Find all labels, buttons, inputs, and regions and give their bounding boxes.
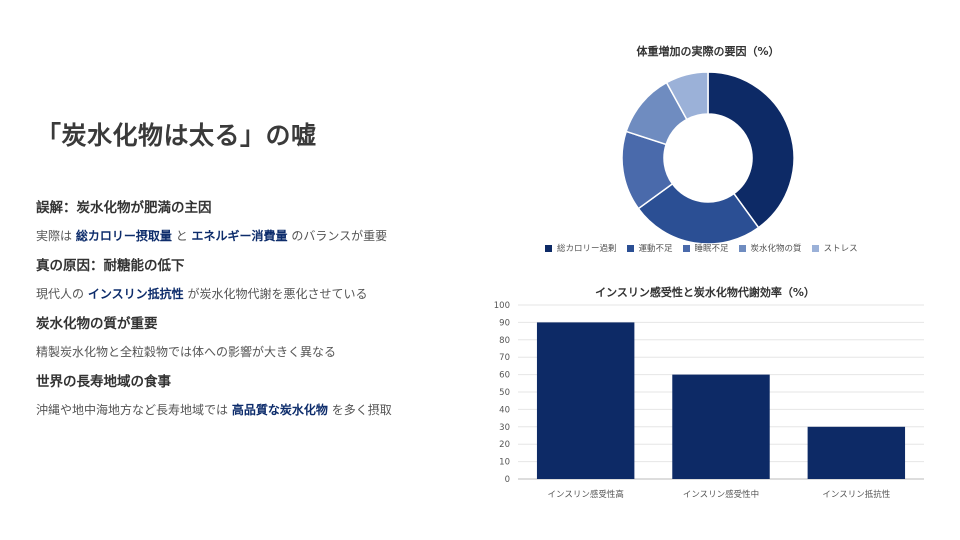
y-tick-label: 50 xyxy=(499,388,510,398)
legend-swatch xyxy=(811,244,819,252)
desc-highlight: 総カロリー摂取量 xyxy=(75,229,172,243)
y-tick-label: 10 xyxy=(499,458,510,468)
y-tick-label: 40 xyxy=(499,405,510,415)
desc-text: 実際は xyxy=(36,229,73,243)
slide-title: 「炭水化物は太る」の嘘 xyxy=(36,121,317,150)
legend-label: 炭水化物の質 xyxy=(750,244,802,254)
desc-text: 精製炭水化物と全粒穀物では体への影響が大きく異なる xyxy=(36,345,337,359)
legend-item: 炭水化物の質 xyxy=(738,242,802,254)
legend-swatch xyxy=(545,244,552,252)
legend-item: 総カロリー過剰 xyxy=(545,242,617,254)
desc-highlight: インスリン抵抗性 xyxy=(87,287,184,301)
y-tick-label: 30 xyxy=(499,423,510,433)
section-heading: 真の原因：耐糖能の低下 xyxy=(36,258,185,274)
bar xyxy=(672,374,770,479)
desc-text: を多く摂取 xyxy=(331,403,392,417)
desc-text: が炭水化物代謝を悪化させている xyxy=(187,287,368,301)
legend-label: 運動不足 xyxy=(638,244,673,254)
y-tick-label: 20 xyxy=(499,440,510,450)
y-tick-label: 90 xyxy=(499,318,510,328)
donut-chart-title: 体重増加の実際の要因（%） xyxy=(636,45,780,58)
bar-chart-title: インスリン感受性と炭水化物代謝効率（%） xyxy=(595,286,815,299)
x-tick-label: インスリン抵抗性 xyxy=(822,489,890,500)
legend-swatch xyxy=(626,244,634,252)
x-tick-label: インスリン感受性中 xyxy=(683,489,759,500)
y-tick-label: 70 xyxy=(499,353,510,363)
legend-label: 総カロリー過剰 xyxy=(557,244,617,254)
x-tick-label: インスリン感受性高 xyxy=(547,489,623,500)
y-tick-label: 80 xyxy=(499,336,510,346)
donut-slice xyxy=(637,182,760,245)
donut-slice xyxy=(707,71,795,229)
section-description: 精製炭水化物と全粒穀物では体への影響が大きく異なる xyxy=(36,343,336,360)
legend-swatch xyxy=(738,244,746,252)
section-misconception: 誤解：炭水化物が肥満の主因 実際は 総カロリー摂取量 と エネルギー消費量 のバ… xyxy=(36,196,387,244)
section-true-cause: 真の原因：耐糖能の低下 現代人の インスリン抵抗性 が炭水化物代謝を悪化させてい… xyxy=(36,254,367,302)
section-description: 現代人の インスリン抵抗性 が炭水化物代謝を悪化させている xyxy=(36,285,367,302)
bar xyxy=(536,322,635,479)
donut-legend: 総カロリー過剰 運動不足 睡眠不足 炭水化物の質 ストレス xyxy=(545,242,858,254)
desc-text: のバランスが重要 xyxy=(291,229,388,243)
section-description: 沖縄や地中海地方など長寿地域では 高品質な炭水化物 を多く摂取 xyxy=(36,401,392,418)
legend-item: ストレス xyxy=(811,242,858,254)
desc-text: 沖縄や地中海地方など長寿地域では xyxy=(36,403,229,417)
y-tick-label: 0 xyxy=(505,475,510,485)
y-tick-label: 100 xyxy=(494,301,510,311)
desc-text: 現代人の xyxy=(36,287,85,301)
section-longevity: 世界の長寿地域の食事 沖縄や地中海地方など長寿地域では 高品質な炭水化物 を多く… xyxy=(36,370,392,418)
section-heading: 炭水化物の質が重要 xyxy=(36,316,158,332)
donut-slice xyxy=(665,71,709,121)
legend-item: 運動不足 xyxy=(626,242,673,254)
legend-swatch xyxy=(682,244,690,252)
legend-label: ストレス xyxy=(823,244,858,254)
bar-chart: 0 10 20 30 40 50 60 70 80 90 100 インスリン感受性高 インスリン感受性中… xyxy=(494,301,924,500)
desc-highlight: 高品質な炭水化物 xyxy=(231,403,328,417)
legend-item: 睡眠不足 xyxy=(682,242,729,254)
y-tick-label: 60 xyxy=(499,371,510,381)
section-heading: 世界の長寿地域の食事 xyxy=(36,374,171,390)
section-description: 実際は 総カロリー摂取量 と エネルギー消費量 のバランスが重要 xyxy=(36,227,387,244)
donut-chart xyxy=(621,71,795,245)
desc-highlight: エネルギー消費量 xyxy=(191,229,288,243)
section-carb-quality: 炭水化物の質が重要 精製炭水化物と全粒穀物では体への影響が大きく異なる xyxy=(36,312,336,360)
desc-text: と xyxy=(175,229,188,243)
bar xyxy=(807,426,906,479)
section-heading: 誤解：炭水化物が肥満の主因 xyxy=(36,200,212,216)
legend-label: 睡眠不足 xyxy=(694,244,729,254)
